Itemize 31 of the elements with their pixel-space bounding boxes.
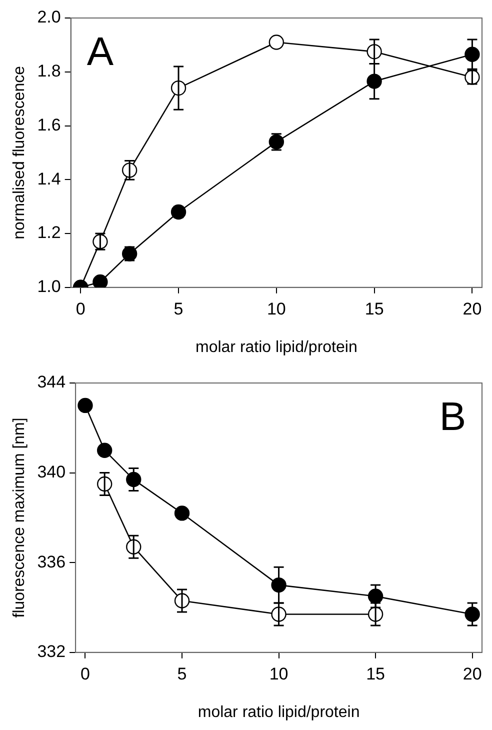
point bbox=[92, 274, 108, 288]
y-tick-label: 1.2 bbox=[37, 223, 61, 242]
x-tick-label: 20 bbox=[462, 664, 482, 684]
y-axis-title: normalised fluorescence bbox=[11, 66, 28, 240]
y-tick-label: 332 bbox=[37, 642, 66, 662]
point bbox=[78, 398, 93, 414]
y-tick-label: 340 bbox=[37, 462, 66, 482]
annotation: A bbox=[86, 30, 114, 74]
y-tick-label: 1.0 bbox=[37, 277, 61, 296]
x-tick-label: 20 bbox=[462, 299, 482, 318]
x-tick-label: 15 bbox=[366, 664, 386, 684]
y-axis-title: fluorescence maximum [nm] bbox=[11, 418, 28, 618]
y-tick-label: 1.8 bbox=[37, 62, 61, 81]
y-tick-label: 336 bbox=[37, 552, 66, 572]
point bbox=[96, 442, 112, 458]
y-tick-label: 1.4 bbox=[37, 169, 61, 188]
point bbox=[174, 506, 190, 521]
x-axis-title: molar ratio lipid/protein bbox=[198, 704, 360, 721]
x-axis-title: molar ratio lipid/protein bbox=[195, 338, 358, 356]
x-tick-label: 5 bbox=[174, 299, 184, 318]
x-tick-label: 10 bbox=[266, 299, 286, 318]
x-tick-label: 10 bbox=[269, 664, 288, 684]
x-tick-label: 5 bbox=[177, 664, 187, 684]
x-tick-label: 15 bbox=[364, 299, 384, 318]
annotation: B bbox=[439, 395, 466, 440]
x-tick-label: 0 bbox=[80, 664, 90, 684]
y-tick-label: 344 bbox=[37, 372, 66, 392]
x-tick-label: 0 bbox=[76, 299, 86, 318]
point bbox=[268, 34, 284, 50]
y-tick-label: 1.6 bbox=[37, 115, 61, 134]
y-tick-label: 2.0 bbox=[37, 8, 61, 27]
